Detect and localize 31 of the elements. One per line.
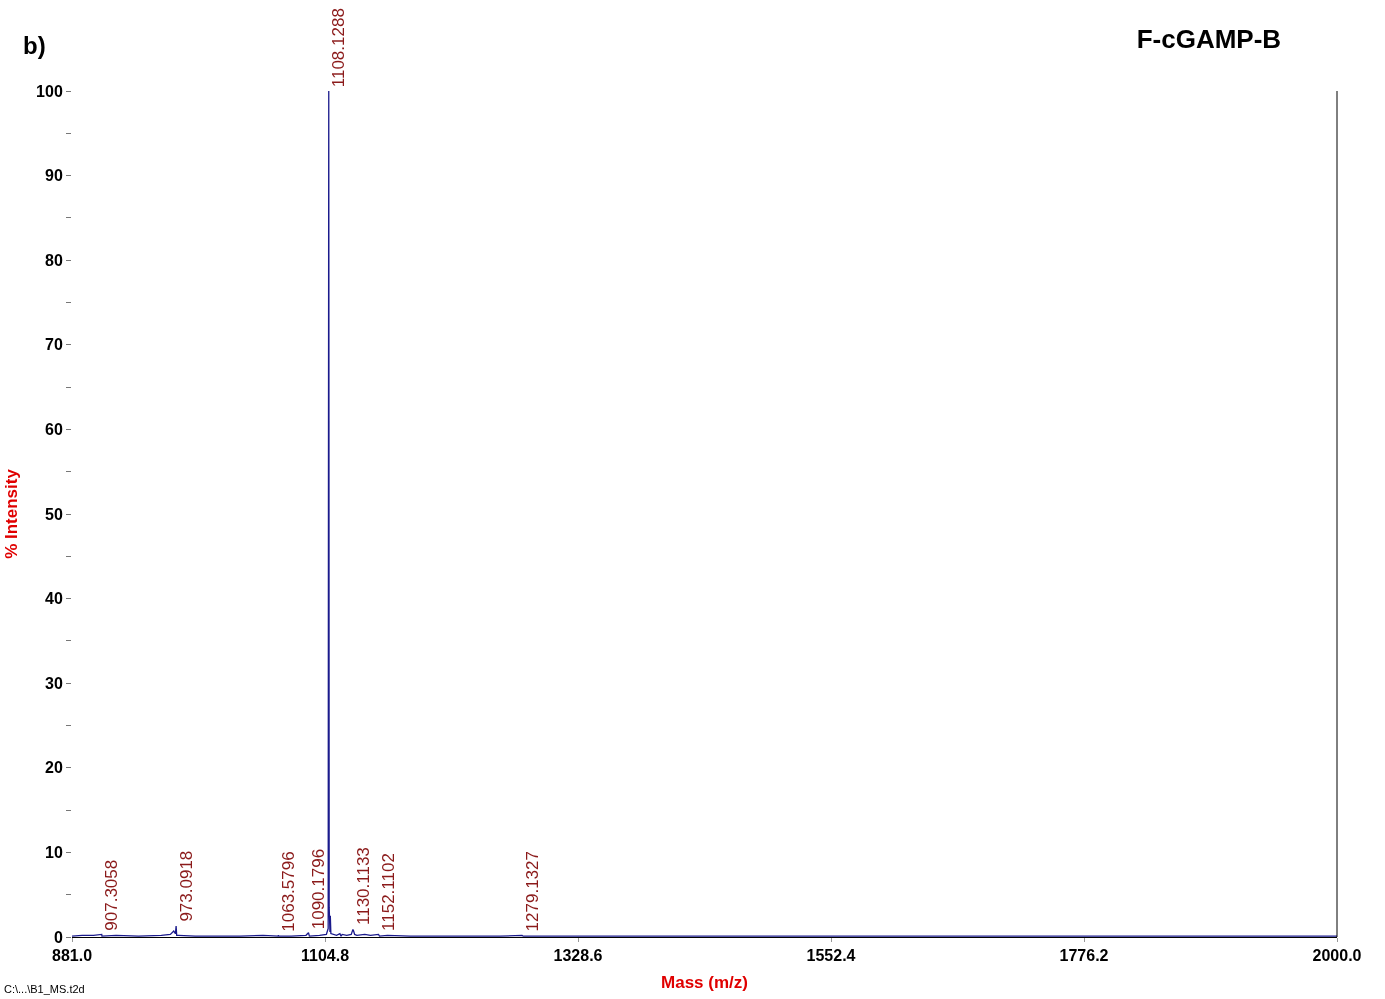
y-tick-label: 30: [45, 674, 63, 692]
y-tick-label: 40: [45, 590, 63, 608]
annotation: 1152.1102: [379, 853, 399, 931]
y-tick-label: 10: [45, 844, 63, 861]
y-tick-label: 0: [53, 928, 63, 946]
y-tick-label: 60: [45, 421, 63, 438]
annotation: 1108.1288: [329, 8, 349, 88]
x-axis-title: Mass (m/z): [661, 972, 748, 992]
annotation: 1279.1327: [522, 851, 542, 932]
x-tick-label: 1776.2: [1059, 947, 1109, 965]
annotation: 1130.1133: [354, 847, 374, 926]
text: C:\...\B1_MS.t2d: [4, 983, 85, 995]
y-tick-label: 20: [45, 759, 63, 777]
y-tick-label: 50: [45, 505, 63, 523]
x-tick-label: 1104.8: [300, 947, 350, 965]
x-tick-label: 881.0: [51, 947, 93, 965]
annotation: 907.3058: [101, 859, 121, 931]
x-tick-label: 1552.4: [806, 947, 856, 965]
y-tick-label: 90: [45, 167, 63, 185]
y-tick-label: 100: [36, 82, 63, 100]
text: b): [23, 32, 46, 59]
x-tick-label: 1328.6: [553, 947, 603, 965]
annotation: 973.0918: [176, 850, 196, 922]
x-tick-label: 2000.0: [1312, 947, 1362, 965]
annotation: 1090.1796: [308, 848, 328, 930]
y-axis-title: % Intensity: [1, 468, 21, 559]
line-series: [72, 91, 1337, 937]
annotation: 1063.5796: [279, 851, 299, 932]
y-tick-label: 70: [45, 336, 63, 354]
chart-title: F-cGAMP-B: [1136, 24, 1282, 55]
y-tick-label: 80: [45, 251, 63, 269]
